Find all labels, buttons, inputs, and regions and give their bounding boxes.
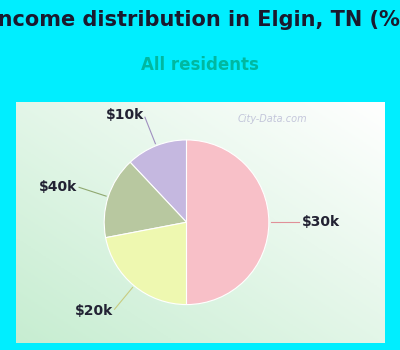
Text: $10k: $10k: [106, 108, 144, 122]
Text: $30k: $30k: [302, 215, 340, 229]
Text: Income distribution in Elgin, TN (%): Income distribution in Elgin, TN (%): [0, 10, 400, 30]
Wedge shape: [106, 222, 186, 304]
Wedge shape: [186, 140, 269, 304]
Wedge shape: [130, 140, 186, 222]
Wedge shape: [104, 162, 186, 238]
Text: $40k: $40k: [39, 180, 77, 194]
Text: City-Data.com: City-Data.com: [238, 113, 307, 124]
Text: $20k: $20k: [75, 304, 113, 318]
Text: All residents: All residents: [141, 56, 259, 74]
